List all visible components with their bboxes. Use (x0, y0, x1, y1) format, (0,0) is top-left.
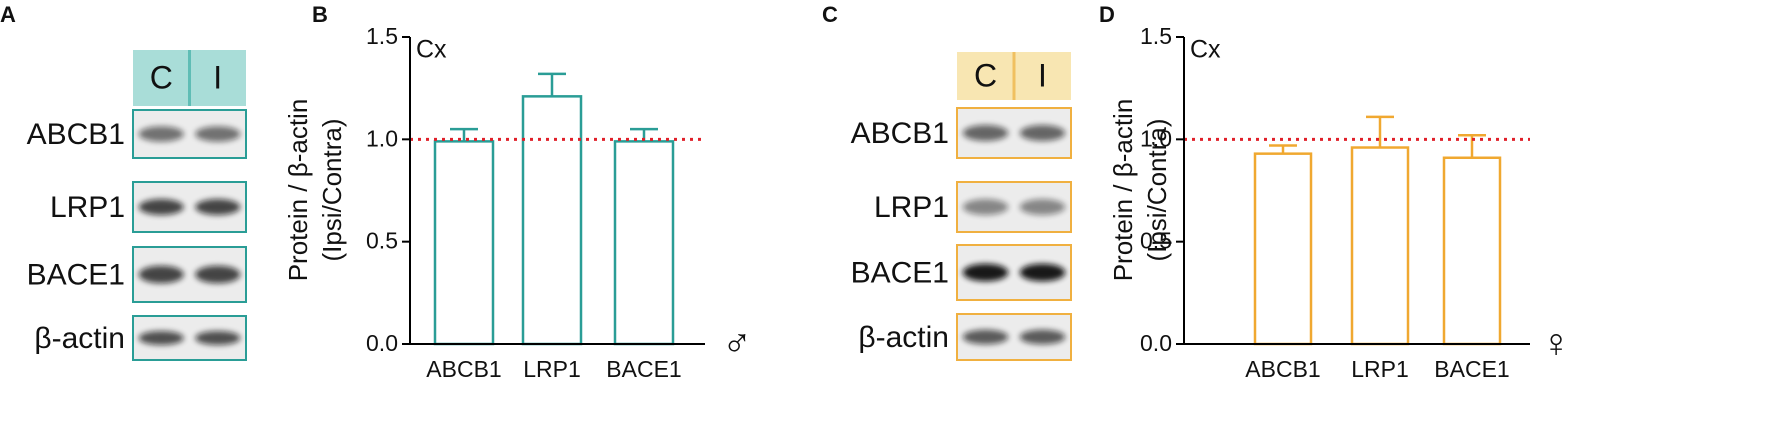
protein-label: ABCB1 (27, 118, 125, 151)
blot-band (138, 330, 184, 346)
blot-band (1019, 263, 1066, 282)
sex-symbol: ♀ (1541, 322, 1571, 366)
bar (1350, 146, 1410, 346)
blot-band (962, 329, 1009, 345)
annotation: Cx (1190, 36, 1221, 64)
blot-band (195, 265, 241, 284)
blot-band (138, 126, 184, 142)
blot-band (962, 263, 1009, 282)
lane-label: I (1038, 57, 1047, 93)
y-axis-label-line: Protein / β-actin (1108, 99, 1138, 282)
panel-label: B (312, 2, 328, 27)
bar (1253, 152, 1313, 346)
y-axis-label-line: Protein / β-actin (283, 99, 313, 282)
y-tick-label: 0.5 (1140, 228, 1172, 254)
protein-label: BACE1 (851, 256, 949, 289)
y-axis-label: Protein / β-actin (Ipsi/Contra) (1108, 99, 1172, 282)
blot-band (962, 199, 1009, 215)
blot-band (138, 265, 184, 284)
x-tick-label: BACE1 (606, 356, 681, 382)
protein-label: β-actin (34, 322, 125, 355)
annotation: Cx (416, 36, 447, 64)
sex-symbol: ♂ (722, 322, 752, 366)
bar (433, 140, 495, 346)
blot-band (1019, 125, 1066, 141)
lane-label: C (150, 59, 173, 95)
blot-band (195, 330, 241, 346)
y-tick-label: 1.5 (366, 23, 398, 49)
y-axis-label-line: (Ipsi/Contra) (317, 118, 347, 261)
bar (613, 140, 675, 346)
protein-label: BACE1 (27, 258, 125, 291)
y-axis-label: Protein / β-actin (Ipsi/Contra) (283, 99, 347, 282)
x-tick-label: ABCB1 (426, 356, 501, 382)
x-tick-label: LRP1 (523, 356, 581, 382)
bar (521, 95, 583, 346)
protein-label: LRP1 (874, 191, 949, 224)
blot-band (1019, 329, 1066, 345)
panel-label: C (822, 2, 838, 27)
panel-label: D (1099, 2, 1115, 27)
y-tick-label: 0.0 (1140, 330, 1172, 356)
blot-band (195, 199, 241, 215)
protein-label: LRP1 (50, 191, 125, 224)
lane-label: C (974, 57, 997, 93)
protein-label: ABCB1 (851, 117, 949, 150)
x-tick-label: LRP1 (1351, 356, 1409, 382)
blot-background (956, 107, 1072, 159)
blot-band (1019, 199, 1066, 215)
blot-band (195, 126, 241, 142)
y-tick-label: 1.0 (366, 125, 398, 151)
blot-band (138, 199, 184, 215)
y-tick-label: 1.0 (1140, 125, 1172, 151)
protein-label: β-actin (858, 321, 949, 354)
bar (1442, 156, 1502, 346)
x-tick-label: BACE1 (1434, 356, 1509, 382)
y-tick-label: 0.5 (366, 228, 398, 254)
y-tick-label: 0.0 (366, 330, 398, 356)
y-tick-label: 1.5 (1140, 23, 1172, 49)
y-axis-label-line: (Ipsi/Contra) (1142, 118, 1172, 261)
panel-label: A (0, 2, 16, 27)
x-tick-label: ABCB1 (1245, 356, 1320, 382)
blot-band (962, 125, 1009, 141)
lane-label: I (213, 59, 222, 95)
